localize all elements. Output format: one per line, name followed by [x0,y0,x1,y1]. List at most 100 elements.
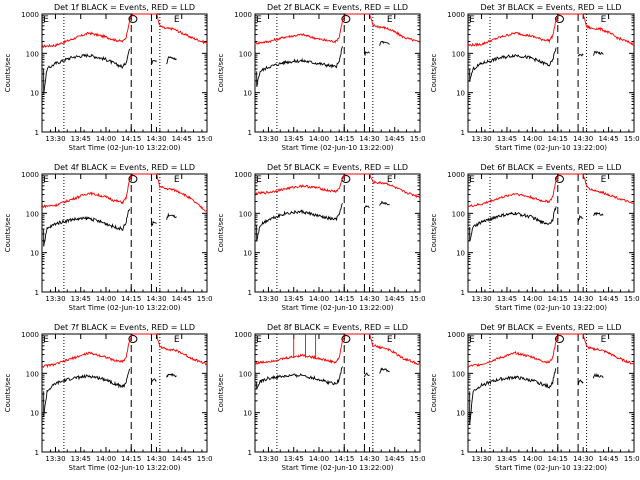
lld-series-line [467,333,635,368]
y-tick-label: 1000 [234,331,252,339]
panel-title: Det 5f BLACK = Events, RED = LLD [267,163,408,172]
event-marker-e-left: E [43,335,49,345]
chart-panel-5: Det 5f BLACK = Events, RED = LLD 1 10 100 10… [213,160,426,320]
lld-series-line [254,13,421,45]
events-series-line [256,366,344,390]
y-tick-label: 10 [456,410,465,418]
x-tick-label: 14:30 [146,135,166,143]
x-tick-label: 13:45 [497,135,517,143]
y-tick-label: 1 [35,289,39,297]
chart-panel-7: Det 7f BLACK = Events, RED = LLD 1 10 100 10… [0,320,213,480]
x-tick-label: 14:00 [522,295,542,303]
event-marker-circle [341,335,351,343]
panel-title: Det 8f BLACK = Events, RED = LLD [267,323,408,332]
panel-svg: Det 6f BLACK = Events, RED = LLD 1 10 100 10… [430,163,640,312]
lld-series-line [41,333,207,369]
events-series-line [256,46,344,88]
lld-series-line [467,13,635,48]
event-marker-circle [128,15,138,23]
y-axis-label: Counts/sec [430,54,438,93]
y-tick-label: 1000 [447,171,465,179]
x-tick-label: 13:30 [471,295,491,303]
y-tick-label: 100 [239,50,252,58]
x-tick-label: 14:30 [573,455,593,463]
event-marker-circle [554,335,564,343]
panel-svg: Det 4f BLACK = Events, RED = LLD 1 10 100 10… [4,163,213,312]
x-tick-label: 15:00 [197,455,213,463]
event-marker-e-left: E [469,15,475,25]
y-tick-label: 10 [30,90,39,98]
y-axis-label: Counts/sec [4,374,12,413]
panel-title: Det 9f BLACK = Events, RED = LLD [480,323,621,332]
event-marker-circle [341,15,351,23]
event-marker-e-left: E [256,175,262,185]
x-tick-label: 14:00 [96,455,116,463]
event-marker-e-left: E [256,335,262,345]
y-tick-label: 10 [243,410,252,418]
y-axis-label: Counts/sec [4,214,12,253]
x-axis-label: Start Time (02-Jun-10 13:22:00) [282,144,394,152]
y-tick-label: 1000 [21,331,39,339]
panel-title: Det 7f BLACK = Events, RED = LLD [54,323,195,332]
lld-series-line [41,173,208,212]
x-tick-label: 13:45 [284,135,304,143]
x-tick-label: 14:45 [385,455,405,463]
events-series-line [43,48,131,95]
events-series-line-2 [150,378,157,384]
y-axis-label: Counts/sec [430,214,438,253]
y-tick-label: 1 [35,129,39,137]
events-series-line [469,47,557,82]
x-tick-label: 14:15 [334,135,354,143]
x-tick-label: 13:30 [45,295,65,303]
x-tick-label: 14:45 [385,295,405,303]
x-tick-label: 14:00 [309,455,329,463]
panel-svg: Det 1f BLACK = Events, RED = LLD 1 10 100 10… [4,3,213,152]
panel-svg: Det 5f BLACK = Events, RED = LLD 1 10 100 10… [217,163,426,312]
events-series-line-2 [364,51,370,57]
x-axis-label: Start Time (02-Jun-10 13:22:00) [282,304,394,312]
y-axis-label: Counts/sec [430,374,438,413]
x-tick-label: 13:45 [71,135,91,143]
panel-title: Det 4f BLACK = Events, RED = LLD [54,163,195,172]
panel-title: Det 3f BLACK = Events, RED = LLD [480,3,621,12]
panel-title: Det 1f BLACK = Events, RED = LLD [54,3,195,12]
x-tick-label: 14:15 [334,455,354,463]
y-tick-label: 1000 [234,171,252,179]
plot-frame [254,173,421,293]
x-tick-label: 14:30 [359,135,379,143]
x-axis-label: Start Time (02-Jun-10 13:22:00) [69,304,181,312]
x-tick-label: 14:30 [146,295,166,303]
x-tick-label: 15:00 [410,135,426,143]
events-series-line-3 [166,55,177,65]
x-tick-label: 15:00 [410,455,426,463]
event-marker-e-left: E [43,15,49,25]
y-axis-label: Counts/sec [4,54,12,93]
events-series-line-3 [379,200,390,206]
y-tick-label: 100 [452,50,465,58]
event-marker-e: E [174,335,180,345]
x-tick-label: 14:00 [96,135,116,143]
events-series-line-2 [577,214,584,223]
x-tick-label: 13:30 [45,455,65,463]
lld-series-line [254,333,421,366]
x-tick-label: 14:00 [309,295,329,303]
x-tick-label: 14:45 [172,295,192,303]
event-marker-circle [128,175,138,183]
x-tick-label: 14:15 [548,455,568,463]
events-series-line-2 [363,204,370,209]
y-tick-label: 100 [452,370,465,378]
y-tick-label: 100 [26,370,39,378]
event-marker-circle [554,175,564,183]
events-series-line-2 [151,60,157,65]
x-tick-label: 15:00 [197,295,213,303]
x-axis-label: Start Time (02-Jun-10 13:22:00) [495,144,607,152]
y-axis-label: Counts/sec [217,374,225,413]
event-marker-circle [554,15,564,23]
events-series-line-2 [150,220,157,227]
x-tick-label: 14:30 [573,135,593,143]
events-series-line-3 [593,211,604,216]
chart-panel-8: Det 8f BLACK = Events, RED = LLD 1 10 100 10… [213,320,426,480]
chart-panel-1: Det 1f BLACK = Events, RED = LLD 1 10 100 10… [0,0,213,160]
x-tick-label: 13:30 [471,455,491,463]
x-axis-label: Start Time (02-Jun-10 13:22:00) [69,464,181,472]
